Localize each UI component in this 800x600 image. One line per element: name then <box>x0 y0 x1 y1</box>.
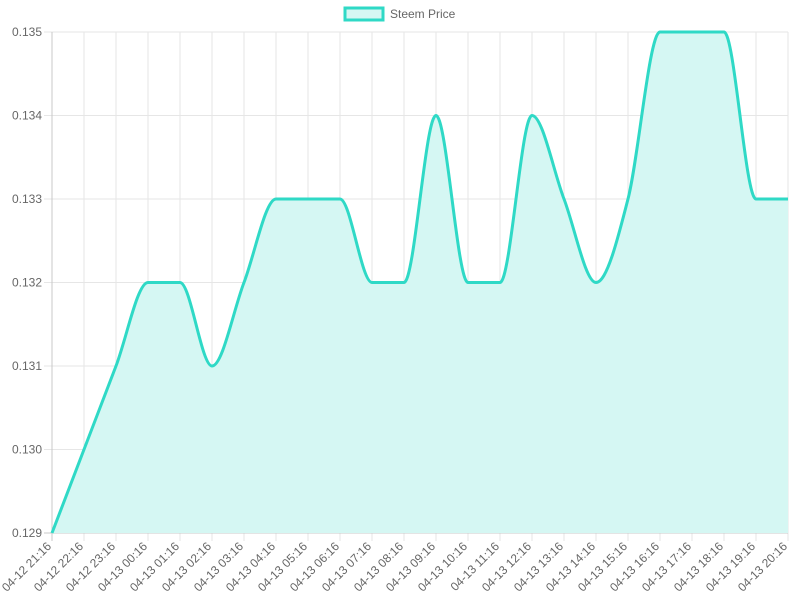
series-line-steem-price <box>50 30 788 534</box>
legend[interactable]: Steem Price <box>343 6 456 22</box>
y-tick-label: 0.135 <box>12 25 42 39</box>
y-axis: 0.129 0.130 0.131 0.132 0.133 0.134 0.135 <box>12 25 42 540</box>
y-tick-label: 0.133 <box>12 192 42 206</box>
y-tick-label: 0.129 <box>12 526 42 540</box>
legend-label[interactable]: Steem Price <box>390 7 456 21</box>
y-tick-label: 0.130 <box>12 443 42 457</box>
series-area-fill <box>52 32 788 533</box>
y-tick-label: 0.134 <box>12 109 42 123</box>
y-tick-label: 0.131 <box>12 359 42 373</box>
legend-swatch[interactable] <box>343 6 385 22</box>
y-tick-label: 0.132 <box>12 276 42 290</box>
